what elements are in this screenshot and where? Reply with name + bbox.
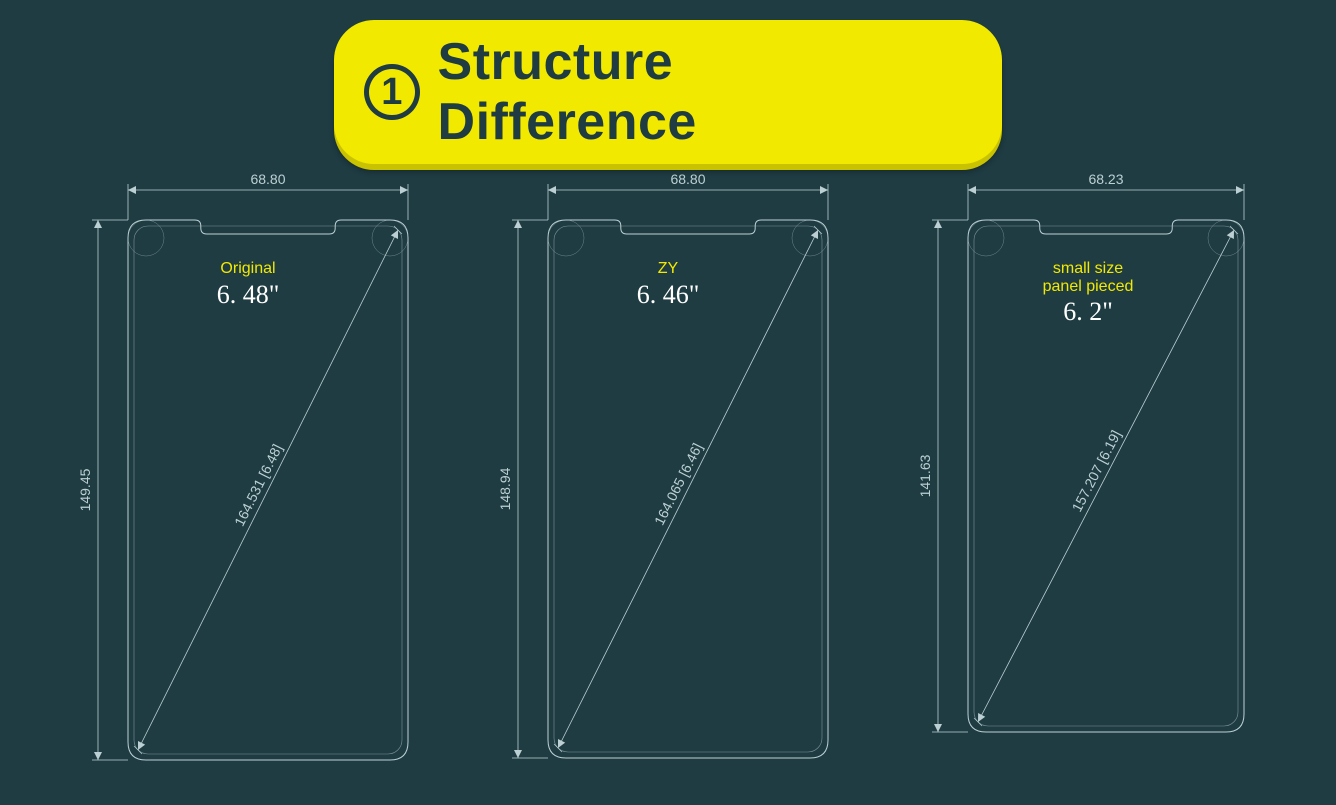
label-size: 6. 46" <box>637 280 700 310</box>
diagram-small: 68.23 141.63 157.207 [6.19] <box>908 160 1268 800</box>
svg-text:68.80: 68.80 <box>670 171 705 187</box>
number-badge: 1 <box>364 64 420 120</box>
label-size: 6. 2" <box>1043 297 1134 327</box>
panels-row: 68.80 149.45 164.531 [6.48] Original 6. 48… <box>0 160 1336 800</box>
label-block-original: Original 6. 48" <box>217 260 280 310</box>
svg-text:141.63: 141.63 <box>917 454 933 497</box>
label-name: ZY <box>637 260 700 278</box>
svg-text:157.207 [6.19]: 157.207 [6.19] <box>1068 428 1124 515</box>
svg-text:164.065 [6.46]: 164.065 [6.46] <box>651 440 705 527</box>
title-text: Structure Difference <box>438 32 942 152</box>
svg-text:68.80: 68.80 <box>250 171 285 187</box>
label-name: small size panel pieced <box>1043 260 1134 295</box>
panel-original: 68.80 149.45 164.531 [6.48] Original 6. 48… <box>68 160 428 800</box>
title-pill: 1 Structure Difference <box>334 20 1002 164</box>
svg-text:148.94: 148.94 <box>497 467 513 510</box>
diagram-original: 68.80 149.45 164.531 [6.48] <box>68 160 428 800</box>
svg-text:68.23: 68.23 <box>1088 171 1123 187</box>
diagram-zy: 68.80 148.94 164.065 [6.46] <box>488 160 848 800</box>
label-name: Original <box>217 260 280 278</box>
number-text: 1 <box>381 71 402 114</box>
panel-small: 68.23 141.63 157.207 [6.19] small size pan… <box>908 160 1268 800</box>
svg-text:149.45: 149.45 <box>77 468 93 511</box>
label-block-zy: ZY 6. 46" <box>637 260 700 310</box>
svg-text:164.531 [6.48]: 164.531 [6.48] <box>231 441 285 528</box>
label-size: 6. 48" <box>217 280 280 310</box>
panel-zy: 68.80 148.94 164.065 [6.46] ZY 6. 46" <box>488 160 848 800</box>
label-block-small: small size panel pieced 6. 2" <box>1043 260 1134 327</box>
